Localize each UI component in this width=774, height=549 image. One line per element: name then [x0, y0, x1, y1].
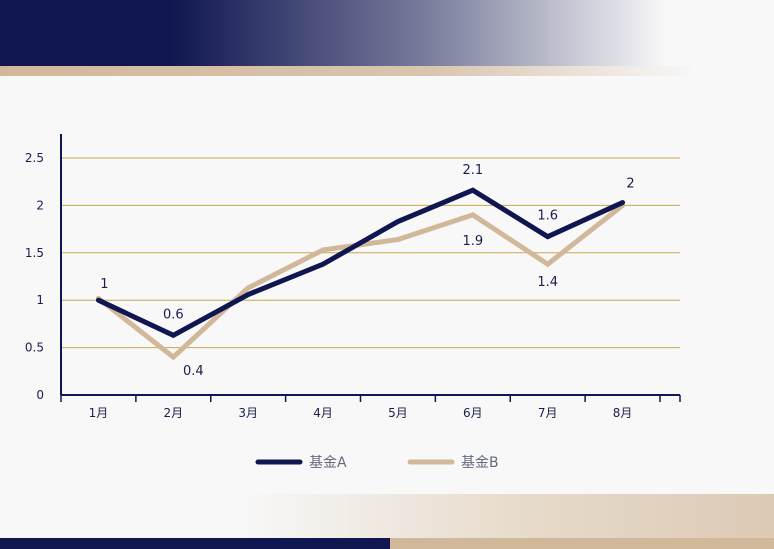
data-label-a: 2 [626, 177, 634, 192]
data-label-a: 0.6 [163, 307, 184, 322]
data-labels: 1 0.6 2.1 1.6 2 0.4 1.9 1.4 [100, 163, 634, 379]
data-label-b: 1.9 [462, 234, 483, 249]
data-label-a: 1.6 [537, 209, 558, 224]
x-tick-label: 2月 [163, 406, 183, 420]
x-tick-label: 8月 [613, 406, 633, 420]
top-banner [0, 0, 774, 66]
legend: 基金A 基金B [255, 454, 499, 471]
bottom-gradient-band [240, 494, 774, 538]
bottom-bar-tan [390, 538, 774, 549]
y-tick-label: 2.5 [25, 151, 44, 165]
axes [60, 134, 681, 402]
x-tick-label: 6月 [463, 406, 483, 420]
legend-label-a: 基金A [309, 454, 347, 471]
x-tick-label: 3月 [238, 406, 258, 420]
top-accent-strip [0, 66, 774, 76]
x-tick-label: 4月 [313, 406, 333, 420]
grid-lines [61, 157, 680, 349]
x-tick-label: 1月 [89, 406, 109, 420]
series-line-a [95, 187, 626, 339]
x-axis-ticks: 1月 2月 3月 4月 5月 6月 7月 8月 [89, 406, 633, 420]
legend-label-b: 基金B [461, 454, 499, 471]
y-tick-label: 0.5 [25, 341, 44, 355]
series-lines [95, 187, 626, 361]
y-axis-ticks: 0 0.5 1 1.5 2 2.5 [25, 151, 44, 402]
y-tick-label: 1.5 [25, 246, 44, 260]
data-label-b: 1.4 [537, 275, 558, 290]
data-label-a: 1 [100, 277, 108, 292]
data-label-b: 0.4 [183, 364, 204, 379]
y-tick-label: 2 [36, 198, 44, 212]
x-tick-label: 7月 [538, 406, 558, 420]
bottom-bar-navy [0, 538, 390, 549]
y-tick-label: 0 [36, 388, 44, 402]
x-tick-label: 5月 [388, 406, 408, 420]
y-tick-label: 1 [36, 293, 44, 307]
data-label-a: 2.1 [462, 163, 483, 178]
